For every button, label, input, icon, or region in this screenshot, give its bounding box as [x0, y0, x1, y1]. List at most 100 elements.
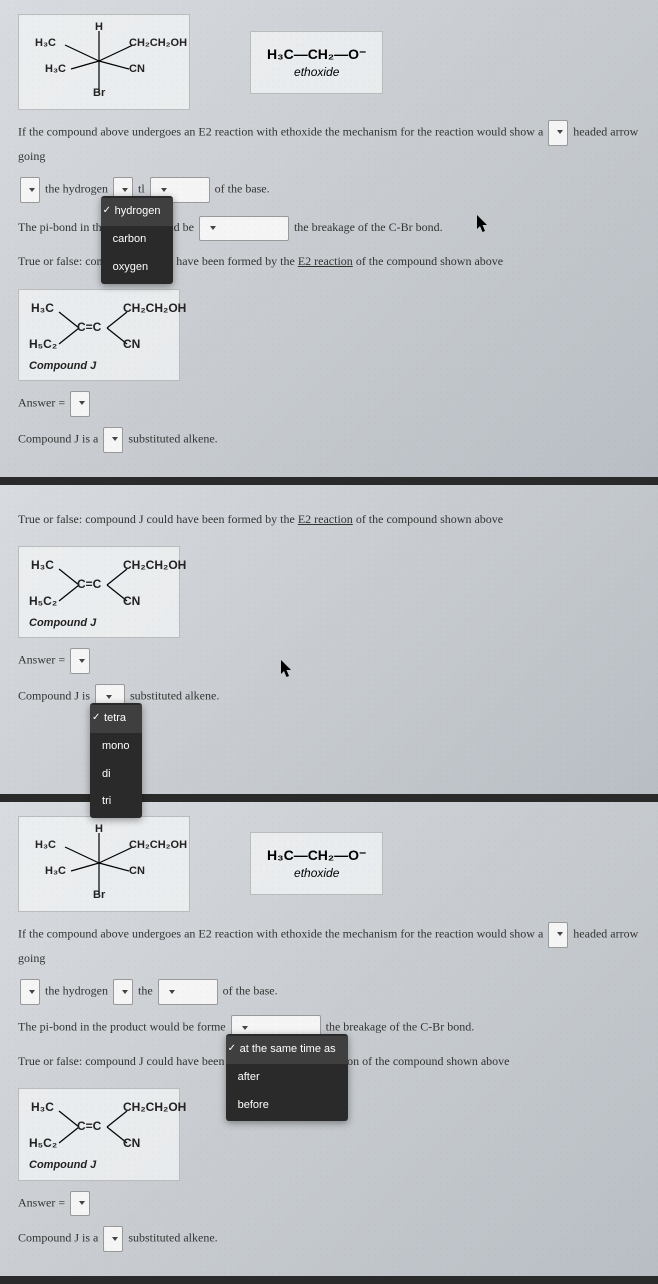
dropdown-from[interactable]: [20, 979, 40, 1005]
atom-label: CN: [123, 1137, 140, 1150]
text: tion of the compound shown above: [341, 1054, 510, 1068]
dropdown-base-atom[interactable]: [158, 979, 218, 1005]
atom-label: H₃C: [31, 1101, 54, 1114]
dropdown-option-before[interactable]: before: [226, 1092, 348, 1120]
text: substituted alkene.: [128, 431, 217, 445]
atom-label: H₃C: [35, 37, 56, 49]
question-panel-1: H H₃C H₃C CH₂CH₂OH CN Br H₃C—CH₂—O⁻ etho…: [0, 0, 658, 477]
text: Compound J is a: [18, 431, 98, 445]
text: Answer =: [18, 396, 65, 410]
text-underline: E2 reaction: [298, 254, 353, 268]
ethoxide-label: ethoxide: [267, 65, 366, 79]
ethoxide-formula: H₃C—CH₂—O⁻: [267, 847, 366, 864]
ethoxide-label: ethoxide: [267, 866, 366, 880]
text: If the compound above undergoes an E2 re…: [18, 927, 543, 941]
dropdown-pi-timing[interactable]: at the same time as after before: [231, 1015, 321, 1041]
text: substituted alkene.: [128, 1231, 217, 1245]
text: Answer =: [18, 1195, 65, 1209]
dropdown-option-tri[interactable]: tri: [90, 788, 142, 816]
question-line-2: the hydrogen the of the base.: [18, 979, 640, 1005]
atom-label: CN: [129, 865, 145, 877]
ethoxide-structure: H₃C—CH₂—O⁻ ethoxide: [250, 832, 383, 895]
dropdown-arrow-count[interactable]: [548, 120, 568, 146]
answer-line: Answer =: [18, 1191, 640, 1217]
dropdown-option-di[interactable]: di: [90, 761, 142, 789]
starting-material-structure: H H₃C H₃C CH₂CH₂OH CN Br: [18, 14, 190, 110]
atom-label: H₃C: [31, 302, 54, 315]
compound-j-line: Compound J is a substituted alkene.: [18, 427, 640, 453]
text: Compound J is a: [18, 1231, 98, 1245]
atom-label: C=C: [77, 578, 101, 591]
dropdown-option-oxygen[interactable]: oxygen: [101, 254, 173, 282]
dropdown-base-atom[interactable]: hydrogen carbon oxygen: [150, 177, 210, 203]
starting-material-structure: H H₃C H₃C CH₂CH₂OH CN Br: [18, 816, 190, 912]
text: the hydrogen: [45, 984, 108, 998]
text: the hydrogen: [45, 182, 108, 196]
text: the breakage of the C-Br bond.: [326, 1020, 475, 1034]
text: of the compound shown above: [353, 254, 503, 268]
atom-label: Br: [93, 87, 105, 99]
dropdown-option-tetra[interactable]: tetra: [90, 705, 142, 733]
dropdown-menu-substituted: tetra mono di tri: [90, 703, 142, 818]
atom-label: CH₂CH₂OH: [123, 559, 186, 572]
ethoxide-structure: H₃C—CH₂—O⁻ ethoxide: [250, 31, 383, 94]
compound-j-line: Compound J is tetra mono di tri substitu…: [18, 684, 640, 710]
text: Compound J is: [18, 689, 90, 703]
dropdown-pi-bond[interactable]: [199, 216, 289, 242]
question-line-tf: True or false: compound J could have bee…: [18, 509, 640, 531]
dropdown-truefalse[interactable]: [70, 391, 90, 417]
atom-label: CH₂CH₂OH: [129, 37, 187, 49]
compound-j-structure: H₃C CH₂CH₂OH C=C H₅C₂ CN Compound J: [18, 1088, 180, 1180]
dropdown-option-mono[interactable]: mono: [90, 733, 142, 761]
atom-label: H: [95, 823, 103, 835]
question-panel-3: H H₃C H₃C CH₂CH₂OH CN Br H₃C—CH₂—O⁻ etho…: [0, 802, 658, 1276]
dropdown-from[interactable]: [20, 177, 40, 203]
dropdown-arrow-count[interactable]: [548, 922, 568, 948]
dropdown-menu-base-atom: hydrogen carbon oxygen: [101, 196, 173, 283]
atom-label: C=C: [77, 321, 101, 334]
cursor-icon: [476, 215, 490, 233]
compound-j-structure: H₃C CH₂CH₂OH C=C H₅C₂ CN Compound J: [18, 289, 180, 381]
atom-label: CN: [123, 595, 140, 608]
question-line-1: If the compound above undergoes an E2 re…: [18, 120, 640, 167]
atom-label: H₅C₂: [29, 338, 57, 351]
text: the breakage of the C-Br bond.: [294, 220, 443, 234]
atom-label: CN: [129, 63, 145, 75]
text: tl: [138, 182, 145, 196]
text: The pi-bond in the product would be form…: [18, 1020, 226, 1034]
dropdown-option-sametime[interactable]: at the same time as: [226, 1036, 348, 1064]
text: of the compound shown above: [353, 512, 503, 526]
question-line-2: the hydrogen tl hydrogen carbon oxygen o…: [18, 177, 640, 203]
atom-label: Br: [93, 889, 105, 901]
text: Answer =: [18, 653, 65, 667]
dropdown-option-hydrogen[interactable]: hydrogen: [101, 198, 173, 226]
dropdown-to[interactable]: [113, 979, 133, 1005]
atom-label: H: [95, 21, 103, 33]
question-line-1: If the compound above undergoes an E2 re…: [18, 922, 640, 969]
atom-label: H₃C: [31, 559, 54, 572]
ethoxide-formula: H₃C—CH₂—O⁻: [267, 46, 366, 63]
answer-line: Answer =: [18, 391, 640, 417]
atom-label: H₃C: [45, 865, 66, 877]
dropdown-option-carbon[interactable]: carbon: [101, 226, 173, 254]
atom-label: CN: [123, 338, 140, 351]
text: If the compound above undergoes an E2 re…: [18, 125, 543, 139]
text: of the base.: [223, 984, 278, 998]
atom-label: CH₂CH₂OH: [129, 839, 187, 851]
text-underline: E2 reaction: [298, 512, 353, 526]
dropdown-substituted[interactable]: [103, 1226, 123, 1252]
compound-j-label: Compound J: [29, 360, 169, 372]
answer-line: Answer =: [18, 648, 640, 674]
dropdown-substituted[interactable]: tetra mono di tri: [95, 684, 125, 710]
text: True or false: compound J could have bee…: [18, 1054, 225, 1068]
dropdown-substituted[interactable]: [103, 427, 123, 453]
atom-label: CH₂CH₂OH: [123, 302, 186, 315]
question-line-3: The pi-bond in the product would be form…: [18, 1015, 640, 1041]
atom-label: H₅C₂: [29, 595, 57, 608]
dropdown-truefalse[interactable]: [70, 648, 90, 674]
compound-j-line: Compound J is a substituted alkene.: [18, 1226, 640, 1252]
compound-j-label: Compound J: [29, 1159, 169, 1171]
question-panel-2: True or false: compound J could have bee…: [0, 485, 658, 794]
dropdown-truefalse[interactable]: [70, 1191, 90, 1217]
dropdown-option-after[interactable]: after: [226, 1064, 348, 1092]
